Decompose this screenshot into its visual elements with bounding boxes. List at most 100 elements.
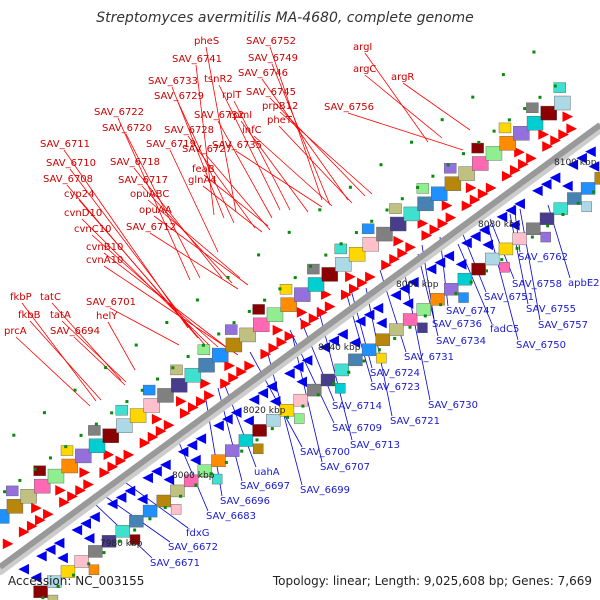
reverse-gene-arrow: [443, 250, 455, 262]
forward-label-leader: [141, 185, 233, 284]
cog-block: [34, 478, 51, 494]
forward-gene-arrow: [260, 348, 272, 360]
forward-label-leader: [63, 149, 189, 329]
forward-gene-label: pheS: [194, 36, 219, 47]
cog-block: [334, 243, 347, 255]
forward-strand-labels: SAV_6752 pheS SAV_6741 SAV_6749 argI SAV_6746…: [4, 36, 414, 337]
reverse-gene-label: SAV_6734: [436, 336, 486, 347]
reverse-gene-label: SAV_6730: [428, 400, 478, 411]
cog-block: [389, 216, 407, 232]
minor-tick-mark: [316, 393, 320, 397]
forward-gene-arrow: [477, 188, 489, 200]
forward-label-leader: [153, 215, 249, 286]
forward-gene-arrow: [320, 289, 332, 300]
reverse-gene-arrow: [508, 219, 520, 231]
minor-tick-mark: [186, 354, 190, 358]
minor-tick-mark: [56, 584, 60, 588]
forward-gene-arrow: [316, 307, 328, 318]
forward-gene-label: SAV_6729: [154, 91, 204, 102]
cog-block: [553, 202, 568, 215]
cog-block: [362, 236, 379, 252]
reverse-gene-arrow: [562, 180, 573, 192]
cog-block: [74, 555, 89, 568]
forward-gene-arrow: [200, 378, 211, 389]
minor-tick-mark: [41, 596, 45, 600]
cog-block: [498, 122, 512, 134]
forward-gene-arrow: [59, 497, 70, 508]
reverse-gene-arrow: [372, 302, 384, 314]
minor-tick-mark: [232, 321, 236, 325]
forward-gene-label: fkbB: [18, 310, 41, 321]
forward-label-leader: [364, 74, 443, 139]
forward-label-leader: [61, 320, 127, 383]
minor-tick-mark: [379, 163, 383, 167]
forward-label-leader: [261, 78, 349, 201]
forward-gene-label: SAV_6712: [126, 222, 176, 233]
minor-tick-mark: [492, 129, 496, 133]
minor-tick-mark: [400, 197, 404, 201]
forward-gene-label: SAV_6719: [146, 139, 196, 150]
reverse-gene-arrow: [136, 493, 148, 505]
minor-tick-mark: [33, 467, 37, 471]
reverse-gene-arrow: [532, 185, 543, 197]
reverse-gene-arrow: [461, 237, 472, 249]
reverse-gene-arrow: [455, 259, 467, 270]
cog-block: [225, 337, 243, 353]
cog-block: [389, 323, 404, 336]
minor-tick-mark: [226, 275, 230, 279]
minor-tick-mark: [18, 478, 22, 482]
forward-gene-label: tatA: [50, 310, 71, 321]
minor-tick-mark: [125, 400, 129, 404]
forward-gene-arrow: [538, 129, 549, 140]
cog-block: [60, 565, 76, 578]
forward-gene-label: rpmI: [229, 110, 252, 121]
forward-gene-label: tsnR2: [204, 74, 233, 85]
minor-tick-mark: [469, 280, 473, 284]
forward-gene-arrow: [357, 277, 368, 289]
cog-block: [403, 206, 421, 222]
forward-gene-arrow: [224, 360, 235, 372]
forward-gene-arrow: [465, 182, 477, 194]
cog-block: [567, 192, 582, 205]
reverse-gene-arrow: [301, 355, 313, 366]
forward-gene-arrow: [510, 164, 521, 176]
minor-tick-mark: [561, 213, 565, 217]
cog-block: [225, 444, 240, 457]
cog-block: [211, 454, 226, 467]
reverse-gene-arrow: [44, 544, 56, 555]
genome-backbone-line: [0, 122, 600, 570]
scale-tick-label: 7980 kbp: [100, 539, 143, 549]
cog-block: [402, 313, 418, 326]
forward-label-leader: [81, 218, 210, 346]
minor-tick-mark: [201, 343, 205, 347]
scale-tick-label: 8000 kbp: [172, 471, 215, 481]
cog-block: [376, 226, 393, 242]
forward-gene-arrow: [405, 242, 416, 253]
minor-tick-mark: [286, 415, 290, 419]
cog-block: [238, 434, 254, 447]
forward-gene-arrow: [518, 158, 529, 170]
reverse-gene-label: SAV_6700: [300, 447, 350, 458]
minor-tick-mark: [217, 332, 221, 336]
reverse-gene-arrow: [257, 387, 269, 399]
reverse-gene-arrow: [478, 224, 490, 236]
minor-tick-mark: [12, 433, 16, 437]
forward-gene-label: SAV_6694: [50, 326, 100, 337]
minor-tick-mark: [48, 456, 52, 460]
forward-gene-arrow: [381, 259, 392, 271]
forward-gene-label: SAV_6711: [40, 139, 90, 150]
minor-tick-mark: [247, 309, 251, 313]
forward-gene-arrow: [2, 538, 14, 550]
reverse-gene-label: SAV_6671: [150, 558, 200, 569]
forward-label-leader: [21, 302, 97, 402]
forward-label-leader: [279, 111, 373, 195]
forward-gene-label: cvnC10: [74, 224, 111, 235]
minor-tick-mark: [293, 276, 297, 280]
minor-tick-mark: [431, 174, 435, 178]
accession-text: Accession: NC_003155: [8, 574, 144, 588]
cog-block: [526, 102, 539, 113]
reverse-gene-arrow: [402, 298, 414, 309]
cog-block: [88, 438, 106, 454]
forward-gene-arrow: [179, 408, 191, 419]
minor-tick-mark: [165, 321, 169, 325]
